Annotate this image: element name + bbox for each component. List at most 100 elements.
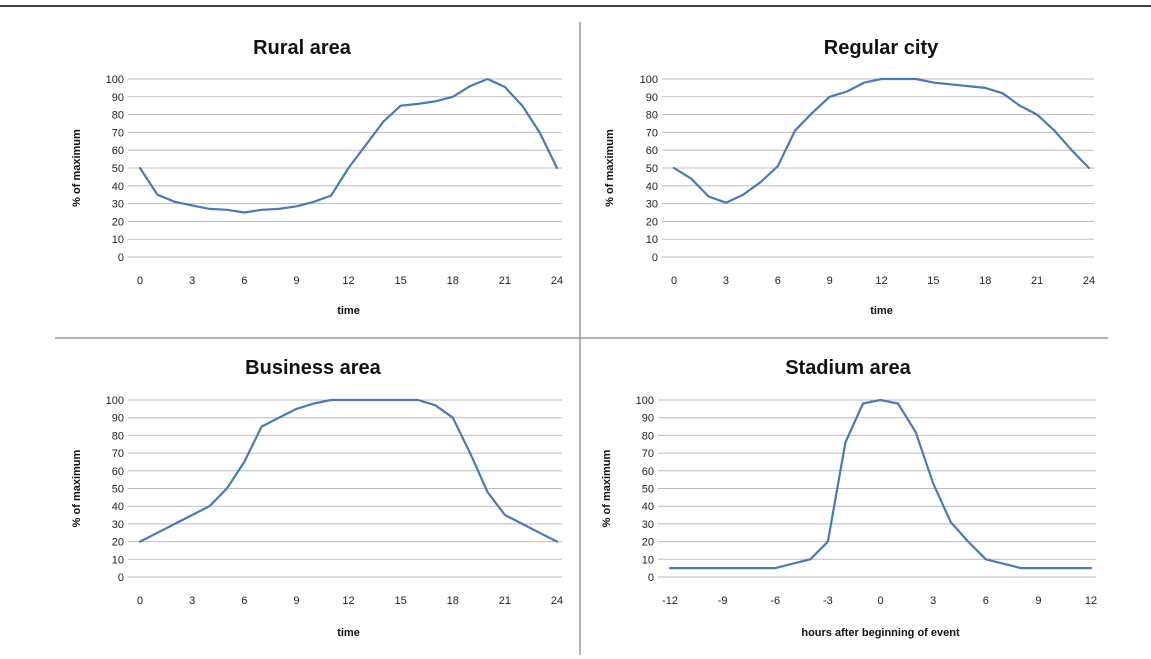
x-tick-label: 21	[1031, 275, 1043, 287]
y-tick-label: 100	[106, 395, 124, 407]
y-tick-label: 10	[112, 554, 124, 566]
y-tick-label: 40	[646, 181, 658, 193]
x-tick-label: 9	[1035, 595, 1041, 607]
x-tick-label: 12	[1085, 595, 1097, 607]
y-tick-label: 70	[112, 127, 124, 139]
x-tick-label: 3	[189, 275, 195, 287]
x-tick-label: -12	[662, 595, 678, 607]
x-tick-label: -6	[770, 595, 780, 607]
series-line	[138, 77, 559, 214]
x-tick-label: 24	[551, 595, 563, 607]
y-tick-label: 80	[112, 110, 124, 122]
x-tick-label: 0	[671, 275, 677, 287]
y-tick-label: 30	[112, 199, 124, 211]
x-tick-label: 3	[723, 275, 729, 287]
y-axis-title: % of maximum	[604, 129, 616, 207]
x-tick-label: 0	[137, 275, 143, 287]
y-tick-label: 50	[112, 163, 124, 175]
y-tick-label: 20	[112, 537, 124, 549]
chart-panel-1: Rural area 0 10 20 30 40 50 60 70 80 90 100 0 3 6 9 12 15…	[71, 37, 563, 317]
y-tick-label: 20	[112, 216, 124, 228]
y-tick-label: 60	[642, 466, 654, 478]
y-tick-label: 90	[112, 413, 124, 425]
x-tick-label: 15	[927, 275, 939, 287]
x-tick-label: 18	[447, 595, 459, 607]
chart-title: Business area	[245, 357, 382, 379]
y-tick-label: 80	[112, 430, 124, 442]
y-tick-label: 0	[652, 252, 658, 264]
x-tick-label: 3	[930, 595, 936, 607]
y-tick-label: 40	[112, 181, 124, 193]
x-tick-label: 18	[979, 275, 991, 287]
x-tick-label: 12	[342, 595, 354, 607]
y-tick-label: 10	[112, 234, 124, 246]
y-tick-label: 60	[112, 145, 124, 157]
chart-title: Regular city	[824, 37, 939, 59]
y-tick-label: 100	[106, 74, 124, 86]
y-tick-label: 100	[636, 395, 654, 407]
x-tick-label: 6	[241, 595, 247, 607]
x-tick-label: 24	[1083, 275, 1095, 287]
y-tick-label: 70	[112, 448, 124, 460]
x-tick-label: 0	[137, 595, 143, 607]
y-tick-label: 40	[112, 501, 124, 513]
x-tick-label: 24	[551, 275, 563, 287]
y-tick-label: 0	[118, 252, 124, 264]
x-axis-title: time	[870, 305, 893, 317]
y-axis-title: % of maximum	[601, 449, 613, 527]
x-tick-label: 18	[447, 275, 459, 287]
y-tick-label: 20	[642, 537, 654, 549]
y-tick-label: 80	[642, 430, 654, 442]
y-tick-label: 40	[642, 501, 654, 513]
y-tick-label: 30	[112, 519, 124, 531]
y-tick-label: 50	[112, 484, 124, 496]
x-tick-label: 21	[499, 595, 511, 607]
x-tick-label: 12	[875, 275, 887, 287]
chart-panel-3: Business area 0 10 20 30 40 50 60 70 80 90 100 0 3 6 9 1…	[71, 357, 563, 639]
y-tick-label: 80	[646, 110, 658, 122]
chart-title: Rural area	[253, 37, 352, 59]
y-tick-label: 70	[642, 448, 654, 460]
x-tick-label: 6	[775, 275, 781, 287]
y-tick-label: 10	[646, 234, 658, 246]
y-tick-label: 30	[642, 519, 654, 531]
x-tick-label: 3	[189, 595, 195, 607]
y-tick-label: 0	[118, 572, 124, 584]
y-axis-title: % of maximum	[71, 129, 83, 207]
x-axis-title: time	[337, 305, 360, 317]
x-tick-label: 21	[499, 275, 511, 287]
x-tick-label: 9	[293, 595, 299, 607]
y-tick-label: 60	[112, 466, 124, 478]
y-tick-label: 70	[646, 127, 658, 139]
x-axis-title: hours after beginning of event	[801, 627, 960, 639]
y-tick-label: 100	[640, 74, 658, 86]
y-tick-label: 90	[642, 413, 654, 425]
x-tick-label: -3	[823, 595, 833, 607]
chart-title: Stadium area	[785, 357, 911, 379]
y-tick-label: 0	[648, 572, 654, 584]
x-tick-label: 9	[827, 275, 833, 287]
y-tick-label: 90	[646, 92, 658, 104]
y-tick-label: 10	[642, 554, 654, 566]
x-tick-label: 15	[395, 275, 407, 287]
series-line	[672, 77, 1091, 204]
y-axis-title: % of maximum	[71, 449, 83, 527]
y-tick-label: 50	[642, 484, 654, 496]
x-tick-label: 6	[241, 275, 247, 287]
series-line	[138, 398, 559, 543]
y-tick-label: 60	[646, 145, 658, 157]
x-tick-label: 6	[983, 595, 989, 607]
x-tick-label: 0	[877, 595, 883, 607]
y-tick-label: 90	[112, 92, 124, 104]
y-tick-label: 50	[646, 163, 658, 175]
chart-panel-2: Regular city 0 10 20 30 40 50 60 70 80 90 100 0 3 6 9 12…	[604, 37, 1095, 317]
y-tick-label: 30	[646, 199, 658, 211]
x-tick-label: 9	[293, 275, 299, 287]
x-tick-label: -9	[718, 595, 728, 607]
x-tick-label: 15	[395, 595, 407, 607]
y-tick-label: 20	[646, 216, 658, 228]
series-line	[668, 398, 1093, 570]
